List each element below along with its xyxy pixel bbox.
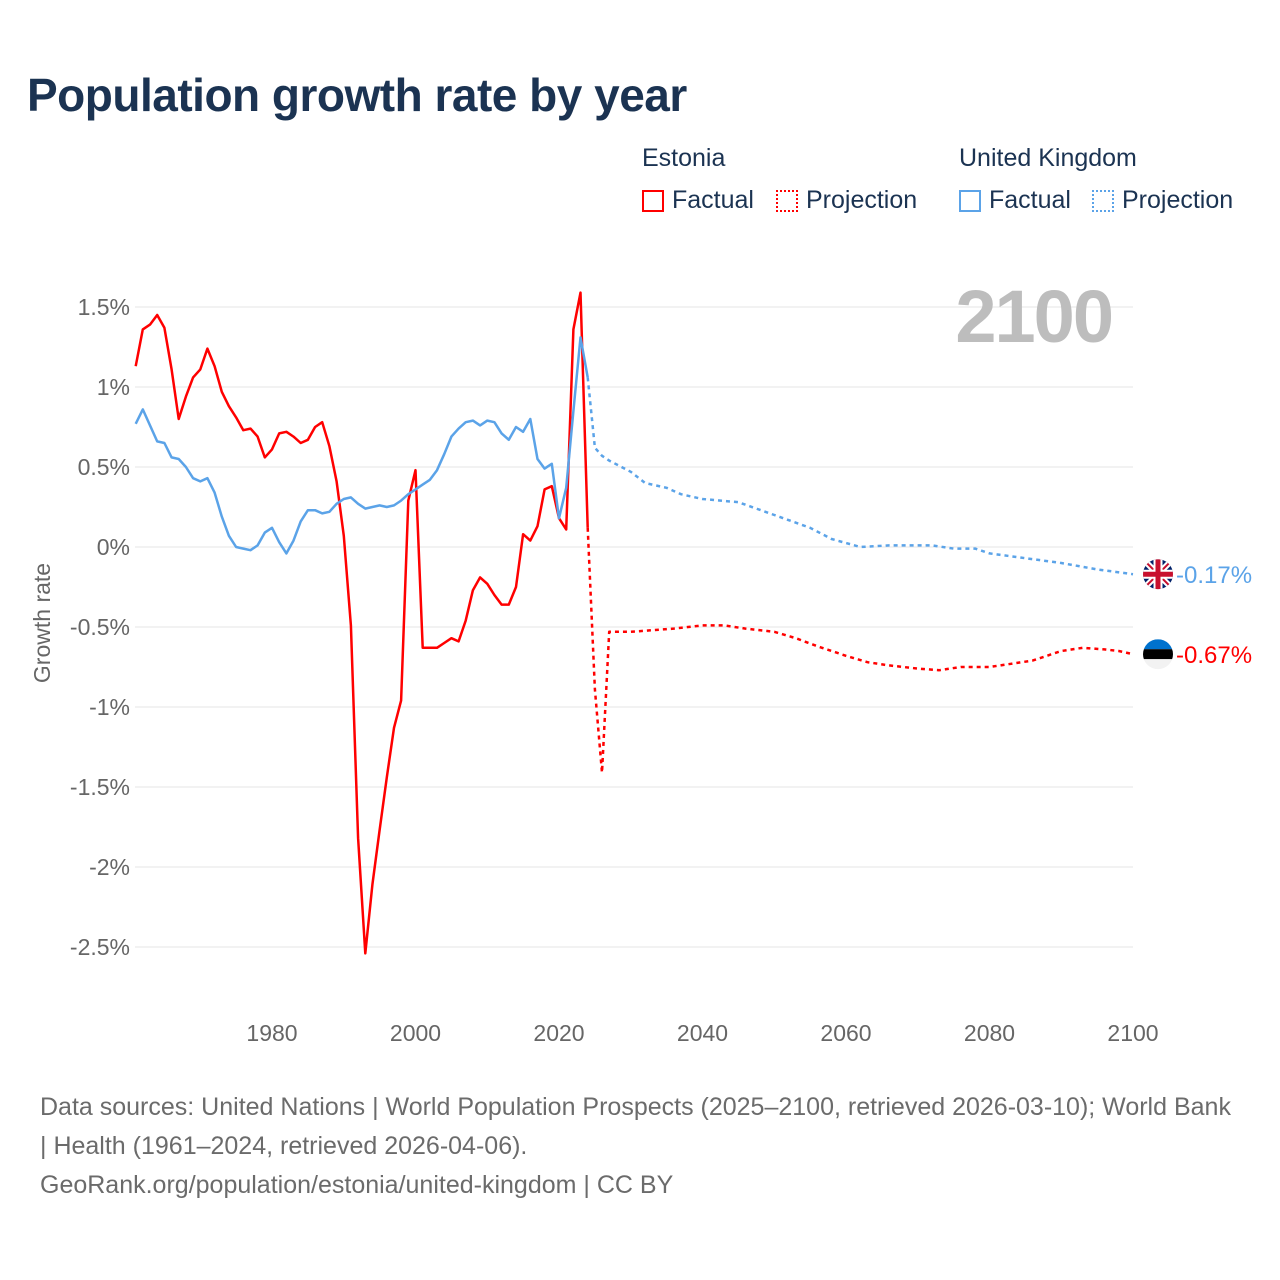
footer: Data sources: United Nations | World Pop… [40, 1088, 1240, 1205]
legend-label: Factual [989, 186, 1071, 214]
series-line-united-kingdom-projection [586, 377, 1134, 576]
legend-group-estonia: Estonia [642, 144, 726, 172]
x-tick-label: 1980 [246, 1020, 297, 1046]
x-tick-label: 2000 [390, 1020, 441, 1046]
end-value-label: -0.67% [1176, 642, 1252, 669]
x-tick-label: 2100 [1107, 1020, 1158, 1046]
x-tick-label: 2060 [820, 1020, 871, 1046]
legend-swatch-dotted-blue [1092, 189, 1114, 212]
legend-estonia-projection[interactable]: Projection [776, 186, 917, 215]
year-display: 2100 [955, 275, 1112, 358]
y-tick-label: -0.5% [70, 614, 130, 640]
legend-estonia-factual[interactable]: Factual [642, 186, 754, 215]
end-value-label: -0.17% [1176, 562, 1252, 589]
series-line-estonia-factual [134, 291, 589, 955]
source-link[interactable]: GeoRank.org/population/estonia/united-ki… [40, 1171, 674, 1199]
legend-label: Projection [806, 186, 918, 214]
y-tick-label: -2.5% [70, 934, 130, 960]
chart-title: Population growth rate by year [27, 69, 687, 121]
estonia-flag-icon [1143, 639, 1173, 670]
x-tick-label: 2040 [677, 1020, 728, 1046]
y-tick-label: 1.5% [78, 294, 130, 320]
series-line-estonia-projection [586, 527, 1134, 774]
x-tick-label: 2080 [964, 1020, 1015, 1046]
series-line-united-kingdom-factual [134, 336, 589, 555]
y-tick-label: -2% [89, 854, 130, 880]
y-tick-label: 1% [97, 374, 130, 400]
legend-swatch-solid-blue [959, 189, 981, 212]
y-tick-label: 0% [97, 534, 130, 560]
legend-swatch-dotted-red [776, 189, 798, 212]
legend-label: Factual [672, 186, 754, 214]
y-tick-label: -1% [89, 694, 130, 720]
legend-label: Projection [1122, 186, 1234, 214]
y-axis-label: Growth rate [29, 563, 55, 683]
legend-swatch-solid-red [642, 189, 664, 212]
y-tick-label: -1.5% [70, 774, 130, 800]
y-tick-label: 0.5% [78, 454, 130, 480]
uk-flag-icon [1143, 559, 1173, 590]
legend-group-uk: United Kingdom [959, 144, 1137, 172]
x-tick-label: 2020 [533, 1020, 584, 1046]
data-sources: Data sources: United Nations | World Pop… [40, 1093, 1231, 1160]
legend-uk-projection[interactable]: Projection [1092, 186, 1233, 215]
legend-uk-factual[interactable]: Factual [959, 186, 1071, 215]
